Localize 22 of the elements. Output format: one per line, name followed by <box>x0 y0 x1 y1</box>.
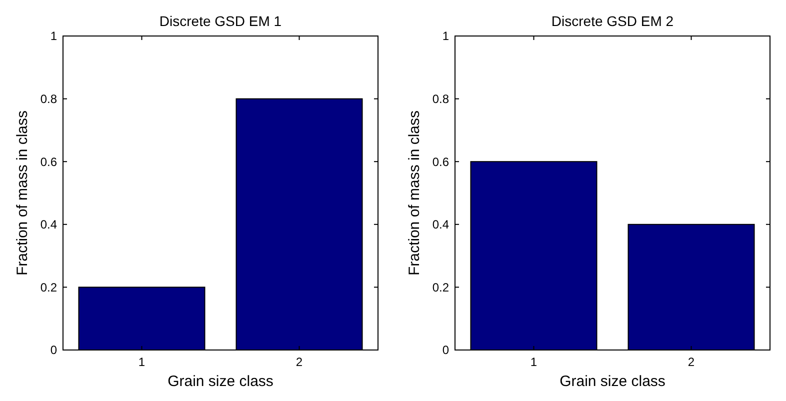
chart-title: Discrete GSD EM 2 <box>551 13 674 29</box>
y-tick-label: 0.8 <box>40 92 58 106</box>
y-axis-title: Fraction of mass in class <box>14 110 31 276</box>
y-tick-label: 0.4 <box>40 218 58 232</box>
chart-title: Discrete GSD EM 1 <box>159 13 282 29</box>
y-tick-label: 0.4 <box>432 218 450 232</box>
y-tick-label: 0.6 <box>40 154 58 169</box>
y-tick-label: 0 <box>50 343 58 358</box>
x-tick-label: 2 <box>688 355 695 369</box>
y-tick-label: 0.2 <box>432 280 450 294</box>
y-tick-label: 0.2 <box>40 280 58 294</box>
x-axis-title: Grain size class <box>560 373 666 390</box>
y-tick-label: 0.6 <box>432 154 450 169</box>
x-tick-label: 2 <box>296 355 303 369</box>
x-tick-label: 1 <box>530 355 538 369</box>
y-tick-label: 1 <box>50 29 58 44</box>
y-tick-label: 0.8 <box>432 92 450 106</box>
x-tick-label: 1 <box>138 355 146 369</box>
x-axis-title: Grain size class <box>168 373 274 390</box>
y-axis-title: Fraction of mass in class <box>406 110 423 276</box>
y-tick-label: 0 <box>442 343 450 358</box>
y-tick-label: 1 <box>442 29 450 44</box>
